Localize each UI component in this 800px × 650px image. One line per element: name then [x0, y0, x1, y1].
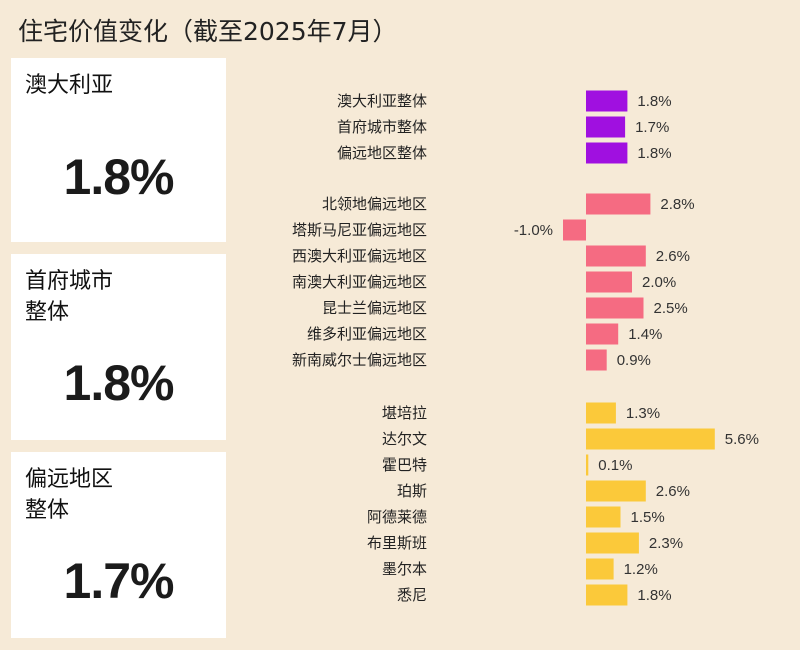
bar-category-label: 珀斯	[397, 482, 427, 500]
bar-category-label: 首府城市整体	[337, 118, 427, 136]
summary-card-label: 澳大利亚	[25, 73, 114, 98]
summary-card-value: 1.8%	[63, 355, 175, 411]
bar-category-label: 墨尔本	[382, 560, 427, 578]
summary-card-label: 首府城市 整体	[25, 269, 114, 325]
bar-category-label: 悉尼	[397, 586, 427, 604]
bar-value-label: 1.8%	[637, 587, 671, 604]
bar	[586, 116, 626, 138]
bar-category-label: 澳大利亚整体	[337, 92, 427, 110]
bar-category-label: 达尔文	[382, 430, 427, 448]
bar-category-label: 霍巴特	[382, 456, 427, 474]
bar-category-label: 西澳大利亚偏远地区	[292, 247, 427, 265]
bar	[586, 454, 589, 476]
bar-value-label: 1.4%	[628, 326, 662, 343]
bar-category-label: 南澳大利亚偏远地区	[292, 273, 427, 291]
bar-value-label: 2.8%	[660, 196, 694, 213]
bar-value-label: 5.6%	[725, 431, 759, 448]
bar-category-label: 阿德莱德	[367, 508, 427, 526]
page-title: 住宅价值变化（截至2025年7月）	[18, 17, 398, 46]
bar	[586, 323, 619, 345]
bar-value-label: 1.2%	[624, 561, 658, 578]
bar-value-label: 0.9%	[617, 352, 651, 369]
bar-value-label: 2.0%	[642, 274, 676, 291]
bar-value-label: -1.0%	[514, 222, 553, 239]
bar	[586, 480, 646, 502]
bar-category-label: 维多利亚偏远地区	[307, 325, 427, 343]
summary-card-regional: 偏远地区 整体 1.7%	[11, 452, 226, 638]
bar	[586, 584, 628, 606]
bar-value-label: 2.6%	[656, 483, 690, 500]
bar	[586, 193, 651, 215]
bar-category-label: 堪培拉	[382, 404, 427, 422]
bar-category-label: 新南威尔士偏远地区	[292, 351, 427, 369]
bar	[586, 558, 614, 580]
bar-category-label: 塔斯马尼亚偏远地区	[292, 221, 427, 239]
summary-card-australia: 澳大利亚 1.8%	[11, 58, 226, 242]
bar-category-label: 昆士兰偏远地区	[322, 299, 427, 317]
bar-value-label: 2.6%	[656, 248, 690, 265]
bar	[586, 428, 715, 450]
bar	[586, 349, 607, 371]
bar	[563, 219, 586, 241]
summary-card-label: 偏远地区 整体	[25, 467, 114, 523]
bar-value-label: 1.8%	[637, 93, 671, 110]
bar	[586, 506, 621, 528]
bar-value-label: 0.1%	[598, 457, 632, 474]
bar-value-label: 1.5%	[631, 509, 665, 526]
bar	[586, 402, 616, 424]
bar	[586, 271, 632, 293]
bar	[586, 297, 644, 319]
bar-value-label: 2.3%	[649, 535, 683, 552]
bar-category-label: 偏远地区整体	[337, 144, 427, 162]
summary-card-capitals: 首府城市 整体 1.8%	[11, 254, 226, 440]
bar-value-label: 2.5%	[654, 300, 688, 317]
bar-value-label: 1.3%	[626, 405, 660, 422]
bar	[586, 90, 628, 112]
bar	[586, 532, 639, 554]
bar-value-label: 1.7%	[635, 119, 669, 136]
bar-category-label: 布里斯班	[367, 534, 427, 552]
bar	[586, 245, 646, 267]
summary-card-value: 1.7%	[63, 553, 175, 609]
bar-category-label: 北领地偏远地区	[322, 195, 427, 213]
bar	[586, 142, 628, 164]
bar-value-label: 1.8%	[637, 145, 671, 162]
summary-card-value: 1.8%	[63, 149, 175, 205]
